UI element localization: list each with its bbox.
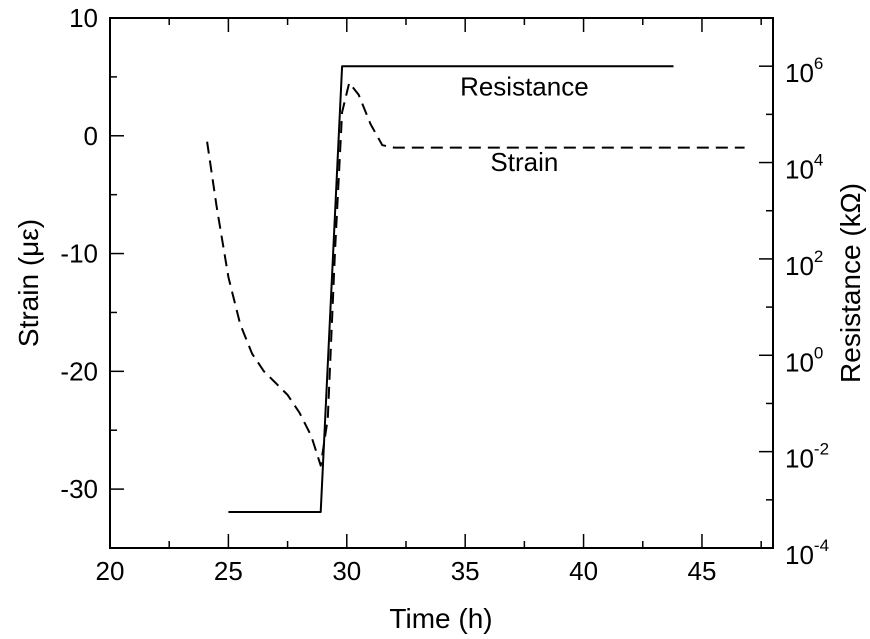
right-y-axis-ticks: 10-4 10-2 100 102 104 106 xyxy=(759,17,829,570)
x-tick-label: 20 xyxy=(96,556,125,586)
plot-frame xyxy=(109,17,774,549)
y-right-tick-label: 106 xyxy=(785,54,823,88)
series-line-strain xyxy=(206,81,745,467)
y-right-tick-label: 10-2 xyxy=(785,440,829,474)
y-left-tick-label: -10 xyxy=(60,239,98,269)
y-right-tick-label: 100 xyxy=(785,343,823,377)
left-y-axis-title: Strain (με) xyxy=(13,219,44,347)
x-axis-title: Time (h) xyxy=(389,603,492,634)
y-right-tick-label: 102 xyxy=(785,247,823,281)
left-y-axis-ticks: -30 -20 -10 0 10 xyxy=(60,3,124,549)
x-axis-ticks: 20 25 30 35 40 45 xyxy=(96,18,762,586)
x-tick-label: 25 xyxy=(214,556,243,586)
right-y-axis-title: Resistance (kΩ) xyxy=(835,183,866,383)
y-left-tick-label: -20 xyxy=(60,356,98,386)
x-tick-label: 30 xyxy=(332,556,361,586)
y-left-tick-label: -30 xyxy=(60,474,98,504)
y-right-tick-label: 104 xyxy=(785,151,823,185)
annotation-label: Strain xyxy=(490,147,558,177)
y-left-tick-label: 10 xyxy=(69,3,98,33)
y-left-tick-label: 0 xyxy=(84,121,98,151)
y-right-tick-label: 10-4 xyxy=(785,536,829,570)
annotation-label: Resistance xyxy=(460,72,589,102)
x-tick-label: 40 xyxy=(569,556,598,586)
x-tick-label: 35 xyxy=(451,556,480,586)
series-layer xyxy=(206,65,745,513)
series-line-resistance xyxy=(228,65,674,513)
x-tick-label: 45 xyxy=(688,556,717,586)
annotations: Resistance Strain xyxy=(460,72,589,177)
